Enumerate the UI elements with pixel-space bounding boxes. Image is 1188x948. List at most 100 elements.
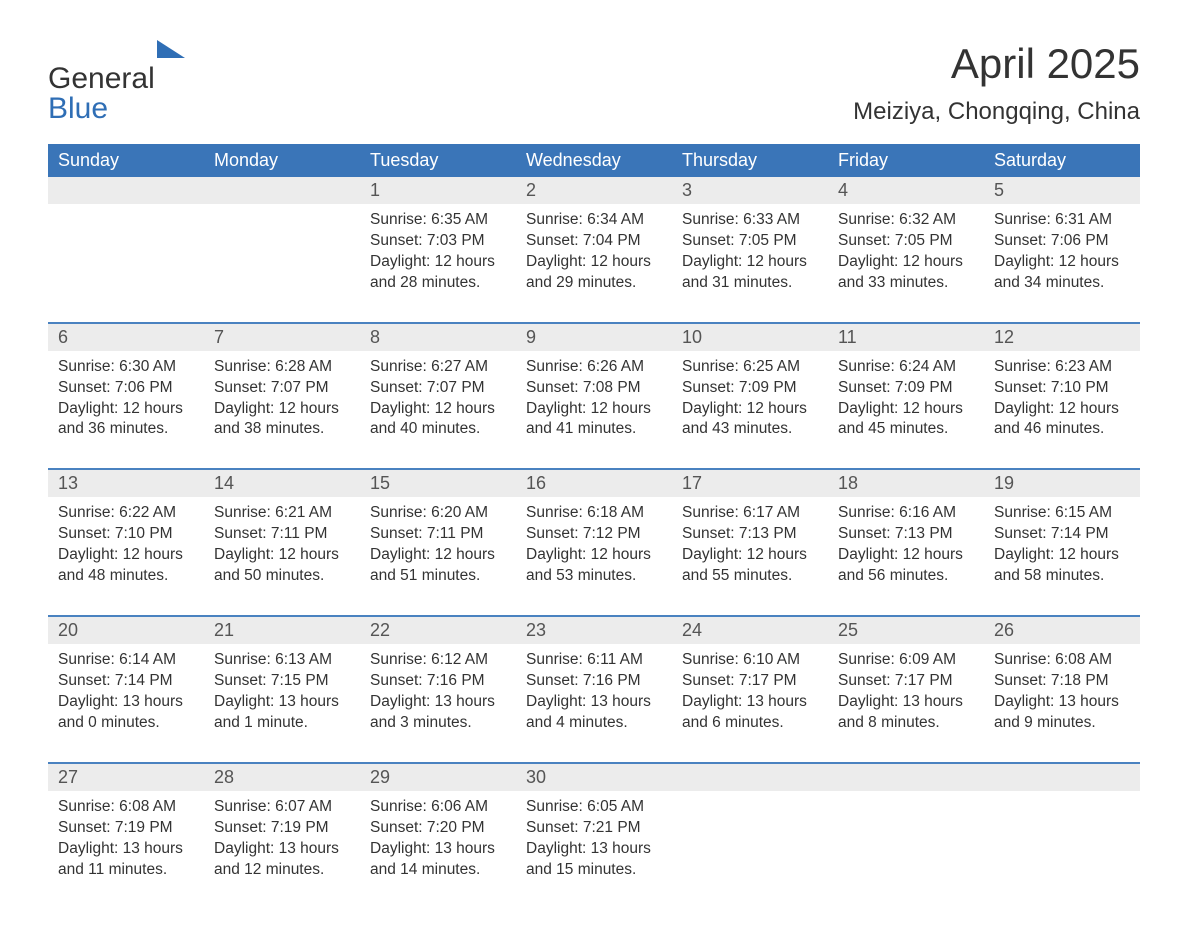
sunset-text: Sunset: 7:17 PM: [682, 671, 818, 692]
daylight-text: Daylight: 12 hours and 41 minutes.: [526, 399, 662, 441]
calendar-day-cell: 21Sunrise: 6:13 AMSunset: 7:15 PMDayligh…: [204, 616, 360, 763]
sunset-text: Sunset: 7:04 PM: [526, 231, 662, 252]
sunrise-text: Sunrise: 6:27 AM: [370, 357, 506, 378]
sunset-text: Sunset: 7:03 PM: [370, 231, 506, 252]
day-content: Sunrise: 6:28 AMSunset: 7:07 PMDaylight:…: [204, 351, 360, 441]
day-header: Wednesday: [516, 144, 672, 177]
daylight-text: Daylight: 12 hours and 29 minutes.: [526, 252, 662, 294]
day-number: 18: [828, 470, 984, 497]
calendar-day-cell: 6Sunrise: 6:30 AMSunset: 7:06 PMDaylight…: [48, 323, 204, 470]
sunrise-text: Sunrise: 6:25 AM: [682, 357, 818, 378]
daylight-text: Daylight: 12 hours and 40 minutes.: [370, 399, 506, 441]
sunrise-text: Sunrise: 6:12 AM: [370, 650, 506, 671]
day-number: 7: [204, 324, 360, 351]
day-content: Sunrise: 6:23 AMSunset: 7:10 PMDaylight:…: [984, 351, 1140, 441]
sunrise-text: Sunrise: 6:30 AM: [58, 357, 194, 378]
daylight-text: Daylight: 13 hours and 9 minutes.: [994, 692, 1130, 734]
day-header: Monday: [204, 144, 360, 177]
sunset-text: Sunset: 7:16 PM: [526, 671, 662, 692]
day-number: 8: [360, 324, 516, 351]
sunset-text: Sunset: 7:19 PM: [214, 818, 350, 839]
sunset-text: Sunset: 7:07 PM: [214, 378, 350, 399]
sunrise-text: Sunrise: 6:23 AM: [994, 357, 1130, 378]
sunrise-text: Sunrise: 6:28 AM: [214, 357, 350, 378]
day-number: 27: [48, 764, 204, 791]
calendar-day-cell: 22Sunrise: 6:12 AMSunset: 7:16 PMDayligh…: [360, 616, 516, 763]
day-content: Sunrise: 6:08 AMSunset: 7:19 PMDaylight:…: [48, 791, 204, 881]
sunset-text: Sunset: 7:06 PM: [994, 231, 1130, 252]
day-content: Sunrise: 6:27 AMSunset: 7:07 PMDaylight:…: [360, 351, 516, 441]
daylight-text: Daylight: 13 hours and 1 minute.: [214, 692, 350, 734]
day-content: Sunrise: 6:20 AMSunset: 7:11 PMDaylight:…: [360, 497, 516, 587]
calendar-week-row: 6Sunrise: 6:30 AMSunset: 7:06 PMDaylight…: [48, 323, 1140, 470]
day-number: 17: [672, 470, 828, 497]
sunrise-text: Sunrise: 6:21 AM: [214, 503, 350, 524]
day-content: Sunrise: 6:15 AMSunset: 7:14 PMDaylight:…: [984, 497, 1140, 587]
logo-text-blue: Blue: [48, 92, 108, 125]
sunrise-text: Sunrise: 6:05 AM: [526, 797, 662, 818]
day-number: 23: [516, 617, 672, 644]
calendar-day-cell: 27Sunrise: 6:08 AMSunset: 7:19 PMDayligh…: [48, 763, 204, 909]
calendar-day-cell: 13Sunrise: 6:22 AMSunset: 7:10 PMDayligh…: [48, 469, 204, 616]
sunset-text: Sunset: 7:13 PM: [682, 524, 818, 545]
sunset-text: Sunset: 7:10 PM: [994, 378, 1130, 399]
calendar-day-cell: 25Sunrise: 6:09 AMSunset: 7:17 PMDayligh…: [828, 616, 984, 763]
calendar-day-cell: 26Sunrise: 6:08 AMSunset: 7:18 PMDayligh…: [984, 616, 1140, 763]
day-number: 14: [204, 470, 360, 497]
day-header-row: Sunday Monday Tuesday Wednesday Thursday…: [48, 144, 1140, 177]
day-header: Tuesday: [360, 144, 516, 177]
sunset-text: Sunset: 7:06 PM: [58, 378, 194, 399]
day-content: Sunrise: 6:18 AMSunset: 7:12 PMDaylight:…: [516, 497, 672, 587]
logo-text-general: General: [48, 62, 155, 95]
sunrise-text: Sunrise: 6:08 AM: [58, 797, 194, 818]
day-content: Sunrise: 6:26 AMSunset: 7:08 PMDaylight:…: [516, 351, 672, 441]
day-number: 3: [672, 177, 828, 204]
daylight-text: Daylight: 12 hours and 55 minutes.: [682, 545, 818, 587]
calendar-day-cell: 18Sunrise: 6:16 AMSunset: 7:13 PMDayligh…: [828, 469, 984, 616]
daylight-text: Daylight: 12 hours and 45 minutes.: [838, 399, 974, 441]
sunset-text: Sunset: 7:18 PM: [994, 671, 1130, 692]
calendar-table: Sunday Monday Tuesday Wednesday Thursday…: [48, 144, 1140, 908]
day-number: 25: [828, 617, 984, 644]
sunset-text: Sunset: 7:09 PM: [838, 378, 974, 399]
day-number: 19: [984, 470, 1140, 497]
calendar-day-cell: 3Sunrise: 6:33 AMSunset: 7:05 PMDaylight…: [672, 177, 828, 323]
sunset-text: Sunset: 7:14 PM: [994, 524, 1130, 545]
month-title: April 2025: [853, 40, 1140, 88]
calendar-week-row: 13Sunrise: 6:22 AMSunset: 7:10 PMDayligh…: [48, 469, 1140, 616]
sunrise-text: Sunrise: 6:17 AM: [682, 503, 818, 524]
calendar-day-cell: 28Sunrise: 6:07 AMSunset: 7:19 PMDayligh…: [204, 763, 360, 909]
day-number: 11: [828, 324, 984, 351]
daylight-text: Daylight: 12 hours and 36 minutes.: [58, 399, 194, 441]
calendar-day-cell: 20Sunrise: 6:14 AMSunset: 7:14 PMDayligh…: [48, 616, 204, 763]
day-content: Sunrise: 6:24 AMSunset: 7:09 PMDaylight:…: [828, 351, 984, 441]
sunset-text: Sunset: 7:12 PM: [526, 524, 662, 545]
daylight-text: Daylight: 13 hours and 15 minutes.: [526, 839, 662, 881]
sunset-text: Sunset: 7:05 PM: [838, 231, 974, 252]
calendar-day-cell: 29Sunrise: 6:06 AMSunset: 7:20 PMDayligh…: [360, 763, 516, 909]
day-content: Sunrise: 6:13 AMSunset: 7:15 PMDaylight:…: [204, 644, 360, 734]
day-number: [984, 764, 1140, 791]
title-block: April 2025 Meiziya, Chongqing, China: [853, 40, 1140, 126]
page-header: General Blue April 2025 Meiziya, Chongqi…: [48, 40, 1140, 126]
calendar-day-cell: 1Sunrise: 6:35 AMSunset: 7:03 PMDaylight…: [360, 177, 516, 323]
calendar-day-cell: 16Sunrise: 6:18 AMSunset: 7:12 PMDayligh…: [516, 469, 672, 616]
day-content: Sunrise: 6:32 AMSunset: 7:05 PMDaylight:…: [828, 204, 984, 294]
daylight-text: Daylight: 13 hours and 3 minutes.: [370, 692, 506, 734]
day-number: 16: [516, 470, 672, 497]
day-content: Sunrise: 6:30 AMSunset: 7:06 PMDaylight:…: [48, 351, 204, 441]
day-number: 4: [828, 177, 984, 204]
daylight-text: Daylight: 12 hours and 34 minutes.: [994, 252, 1130, 294]
sunrise-text: Sunrise: 6:06 AM: [370, 797, 506, 818]
sunrise-text: Sunrise: 6:35 AM: [370, 210, 506, 231]
daylight-text: Daylight: 12 hours and 43 minutes.: [682, 399, 818, 441]
day-number: 21: [204, 617, 360, 644]
sunset-text: Sunset: 7:05 PM: [682, 231, 818, 252]
daylight-text: Daylight: 13 hours and 6 minutes.: [682, 692, 818, 734]
daylight-text: Daylight: 13 hours and 4 minutes.: [526, 692, 662, 734]
daylight-text: Daylight: 13 hours and 0 minutes.: [58, 692, 194, 734]
day-number: 15: [360, 470, 516, 497]
calendar-day-cell: 4Sunrise: 6:32 AMSunset: 7:05 PMDaylight…: [828, 177, 984, 323]
sunrise-text: Sunrise: 6:24 AM: [838, 357, 974, 378]
daylight-text: Daylight: 13 hours and 12 minutes.: [214, 839, 350, 881]
